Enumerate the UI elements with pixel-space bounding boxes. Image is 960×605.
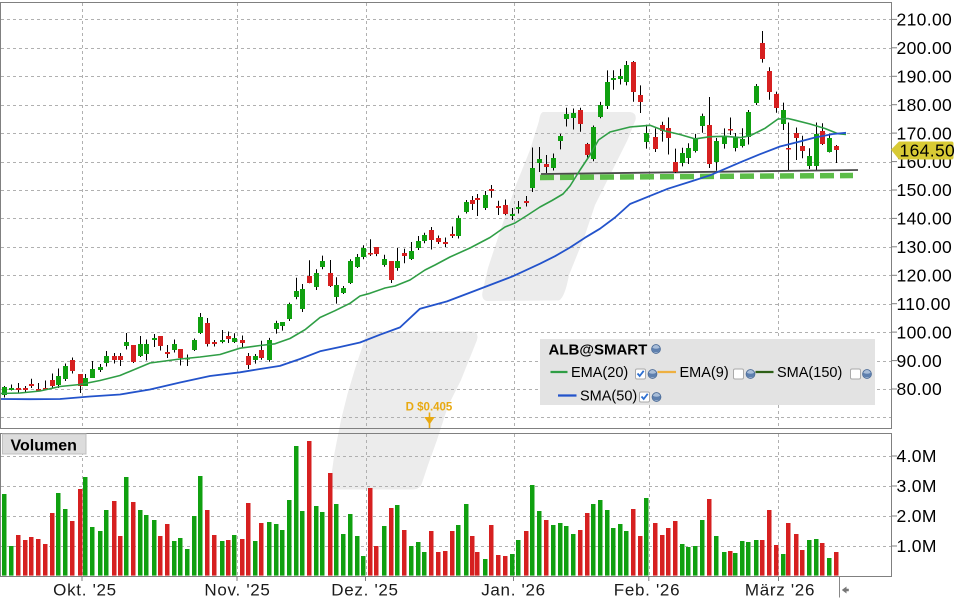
svg-text:März '26: März '26 xyxy=(745,581,815,600)
svg-text:120.00: 120.00 xyxy=(897,266,953,286)
svg-text:Okt. '25: Okt. '25 xyxy=(53,581,117,600)
svg-text:Dez. '25: Dez. '25 xyxy=(331,581,398,600)
svg-text:100.00: 100.00 xyxy=(897,322,953,342)
svg-text:180.00: 180.00 xyxy=(897,95,953,115)
svg-text:150.00: 150.00 xyxy=(897,180,953,200)
svg-text:90.00: 90.00 xyxy=(897,351,943,371)
svg-text:140.00: 140.00 xyxy=(897,209,953,229)
svg-text:1.0M: 1.0M xyxy=(897,536,937,556)
svg-text:SMA(50): SMA(50) xyxy=(580,389,637,405)
svg-text:200.00: 200.00 xyxy=(897,38,953,58)
svg-text:170.00: 170.00 xyxy=(897,123,953,143)
svg-text:D $0.405: D $0.405 xyxy=(406,402,453,414)
svg-text:SMA(150): SMA(150) xyxy=(777,365,842,381)
svg-text:Nov. '25: Nov. '25 xyxy=(204,581,270,600)
svg-text:2.0M: 2.0M xyxy=(897,506,937,526)
svg-text:Feb. '26: Feb. '26 xyxy=(614,581,681,600)
svg-text:3.0M: 3.0M xyxy=(897,476,937,496)
svg-text:4.0M: 4.0M xyxy=(897,446,937,466)
svg-text:190.00: 190.00 xyxy=(897,67,953,87)
svg-text:ALB@SMART: ALB@SMART xyxy=(549,342,648,359)
svg-text:110.00: 110.00 xyxy=(897,294,951,314)
svg-text:Jan. '26: Jan. '26 xyxy=(481,581,546,600)
svg-text:80.00: 80.00 xyxy=(897,379,943,399)
svg-text:164.50: 164.50 xyxy=(900,140,956,160)
svg-text:130.00: 130.00 xyxy=(897,237,953,257)
svg-text:210.00: 210.00 xyxy=(897,10,953,30)
svg-text:EMA(9): EMA(9) xyxy=(680,365,729,381)
svg-text:Volumen: Volumen xyxy=(11,438,77,455)
svg-text:EMA(20): EMA(20) xyxy=(571,365,628,381)
